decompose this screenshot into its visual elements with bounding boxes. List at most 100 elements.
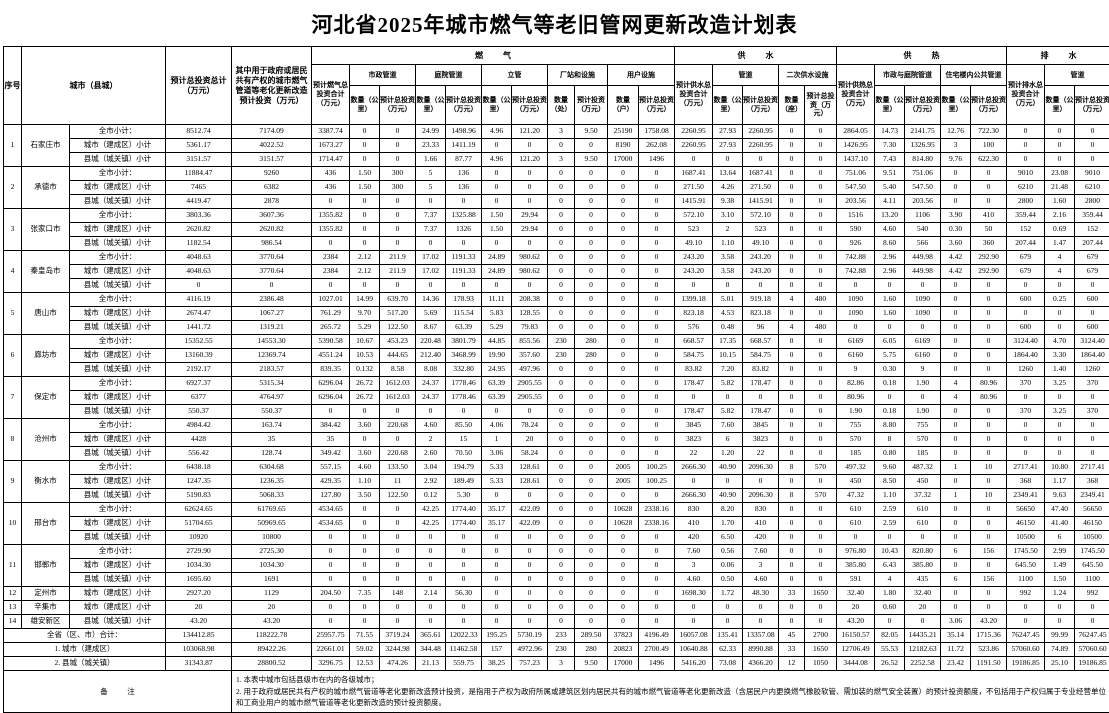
value-cell: 185: [905, 447, 941, 461]
value-cell: 0: [779, 251, 805, 265]
value-cell: 0: [713, 615, 743, 629]
value-cell: 1034.30: [232, 559, 312, 573]
value-cell: 230: [548, 349, 575, 363]
value-cell: 23.33: [416, 139, 446, 153]
value-cell: 0: [350, 195, 380, 209]
remark-line: 2. 用于政府或居民共有产权的城市燃气管道等老化更新改造预计投资，是指用于产权为…: [236, 686, 1106, 709]
value-cell: 24.95: [482, 363, 512, 377]
city-seq: 9: [4, 461, 22, 503]
value-cell: 523.86: [971, 643, 1007, 657]
value-cell: 751.06: [905, 167, 941, 181]
value-cell: 0: [380, 433, 416, 447]
value-cell: 0: [639, 321, 675, 335]
value-cell: 122.50: [380, 321, 416, 335]
value-cell: 9260: [232, 167, 312, 181]
value-cell: 2005: [608, 475, 639, 489]
value-cell: 7.43: [875, 153, 905, 167]
value-cell: 0: [380, 573, 416, 587]
value-cell: 3.58: [713, 251, 743, 265]
value-cell: 42.25: [416, 503, 446, 517]
value-cell: 449.98: [905, 265, 941, 279]
value-cell: 0: [875, 531, 905, 545]
value-cell: 0: [779, 307, 805, 321]
value-cell: 566: [905, 237, 941, 251]
value-cell: 0: [512, 181, 548, 195]
value-cell: 0: [971, 447, 1007, 461]
value-cell: 0: [743, 475, 779, 489]
value-cell: 4.60: [675, 573, 713, 587]
value-cell: 480: [805, 321, 837, 335]
value-cell: 100.25: [639, 461, 675, 475]
value-cell: 47.32: [837, 489, 875, 503]
value-cell: 370: [1075, 405, 1109, 419]
value-cell: 1090: [905, 293, 941, 307]
value-cell: 1778.46: [446, 391, 482, 405]
value-cell: 0: [312, 237, 350, 251]
value-cell: 9.50: [575, 657, 608, 671]
value-cell: 0: [608, 587, 639, 601]
value-cell: 0: [482, 167, 512, 181]
value-cell: 0: [512, 545, 548, 559]
value-cell: 128.74: [232, 447, 312, 461]
value-cell: 1236.35: [232, 475, 312, 489]
value-cell: 0: [608, 433, 639, 447]
value-cell: 410: [675, 517, 713, 531]
value-cell: 0: [743, 279, 779, 293]
value-cell: 11462.58: [446, 643, 482, 657]
col-water-sub-1-qty: 数量（座）: [779, 86, 805, 125]
value-cell: 178.47: [743, 405, 779, 419]
value-cell: 29.94: [512, 223, 548, 237]
value-cell: 15352.55: [166, 335, 232, 349]
value-cell: 0: [380, 531, 416, 545]
value-cell: 0: [1045, 433, 1075, 447]
value-cell: 0: [779, 545, 805, 559]
value-cell: 0: [639, 405, 675, 419]
value-cell: 12706.49: [837, 643, 875, 657]
value-cell: 0: [548, 391, 575, 405]
value-cell: 0: [350, 545, 380, 559]
value-cell: 2.16: [1045, 209, 1075, 223]
value-cell: 0: [608, 181, 639, 195]
city-name: 辛集市: [22, 601, 70, 615]
value-cell: 0: [548, 237, 575, 251]
value-cell: 0: [575, 223, 608, 237]
value-cell: 21.13: [416, 657, 446, 671]
value-cell: 76247.45: [1075, 629, 1109, 643]
value-cell: 1.60: [875, 293, 905, 307]
value-cell: 0: [971, 433, 1007, 447]
value-cell: 3: [548, 153, 575, 167]
value-cell: 919.18: [743, 293, 779, 307]
value-cell: 0: [608, 419, 639, 433]
value-cell: 63.39: [446, 321, 482, 335]
value-cell: 0: [380, 153, 416, 167]
value-cell: 0: [446, 545, 482, 559]
value-cell: 2717.41: [1075, 461, 1109, 475]
value-cell: 0: [380, 279, 416, 293]
value-cell: 1326: [446, 223, 482, 237]
value-cell: 6438.18: [166, 461, 232, 475]
value-cell: 2905.55: [512, 391, 548, 405]
value-cell: 49.10: [743, 237, 779, 251]
row-type: 县城（城关镇）小计: [70, 447, 166, 461]
value-cell: 4048.63: [166, 265, 232, 279]
value-cell: 0: [875, 391, 905, 405]
value-cell: 0: [350, 517, 380, 531]
value-cell: 0: [805, 377, 837, 391]
value-cell: 292.90: [971, 265, 1007, 279]
value-cell: 6169: [905, 335, 941, 349]
col-heat-sub-1: 住宅楼内公共管道: [941, 65, 1007, 86]
value-cell: 20: [512, 433, 548, 447]
value-cell: 757.23: [512, 657, 548, 671]
value-cell: 0: [779, 349, 805, 363]
value-cell: 0: [639, 195, 675, 209]
value-cell: 82.86: [837, 377, 875, 391]
value-cell: 9.38: [713, 195, 743, 209]
value-cell: 0: [512, 531, 548, 545]
value-cell: 0: [805, 349, 837, 363]
value-cell: 0: [805, 237, 837, 251]
value-cell: 0: [548, 419, 575, 433]
value-cell: 13160.39: [166, 349, 232, 363]
value-cell: 0: [608, 279, 639, 293]
value-cell: 0: [608, 167, 639, 181]
